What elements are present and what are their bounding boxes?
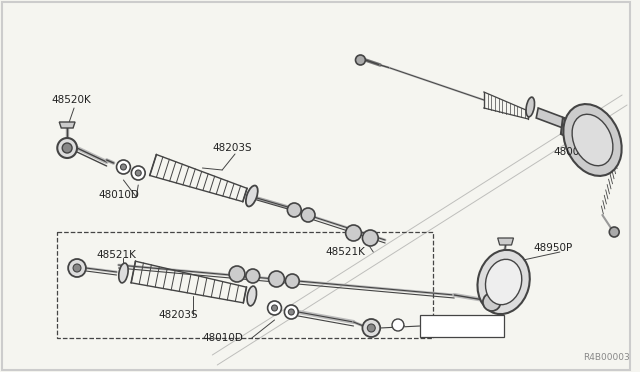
Circle shape <box>57 138 77 158</box>
Circle shape <box>392 319 404 331</box>
Text: 48001: 48001 <box>553 147 586 157</box>
Circle shape <box>367 324 375 332</box>
Text: 48521K: 48521K <box>326 247 365 257</box>
Text: 48203S: 48203S <box>158 310 198 320</box>
Polygon shape <box>498 238 513 245</box>
Circle shape <box>269 271 284 287</box>
Ellipse shape <box>526 97 534 117</box>
Circle shape <box>120 164 127 170</box>
Circle shape <box>609 227 619 237</box>
Text: R4B00003: R4B00003 <box>582 353 629 362</box>
Ellipse shape <box>563 104 621 176</box>
Circle shape <box>362 319 380 337</box>
Polygon shape <box>60 122 75 128</box>
Circle shape <box>287 203 301 217</box>
Circle shape <box>68 259 86 277</box>
Ellipse shape <box>572 114 613 166</box>
Ellipse shape <box>247 286 257 306</box>
Ellipse shape <box>246 186 258 206</box>
Bar <box>420 315 504 337</box>
Circle shape <box>285 274 300 288</box>
Circle shape <box>271 305 278 311</box>
Circle shape <box>229 266 245 282</box>
Text: 48520K: 48520K <box>51 95 91 105</box>
Circle shape <box>246 269 260 283</box>
Text: 48520KA: 48520KA <box>427 321 474 331</box>
Text: 48010D: 48010D <box>99 190 140 200</box>
Circle shape <box>73 264 81 272</box>
Ellipse shape <box>119 263 128 283</box>
Circle shape <box>131 166 145 180</box>
Circle shape <box>116 160 131 174</box>
Circle shape <box>362 230 378 246</box>
Circle shape <box>346 225 362 241</box>
Ellipse shape <box>486 259 522 305</box>
Circle shape <box>289 309 294 315</box>
Text: 48203S: 48203S <box>212 143 252 153</box>
Text: 48521K: 48521K <box>97 250 137 260</box>
Circle shape <box>301 208 315 222</box>
Polygon shape <box>561 118 595 148</box>
Circle shape <box>135 170 141 176</box>
Text: 48010D: 48010D <box>202 333 243 343</box>
Ellipse shape <box>477 250 530 314</box>
Circle shape <box>355 55 365 65</box>
Polygon shape <box>536 108 565 128</box>
Circle shape <box>483 293 500 311</box>
Circle shape <box>284 305 298 319</box>
Circle shape <box>62 143 72 153</box>
Circle shape <box>268 301 282 315</box>
Text: 48950P: 48950P <box>533 243 573 253</box>
